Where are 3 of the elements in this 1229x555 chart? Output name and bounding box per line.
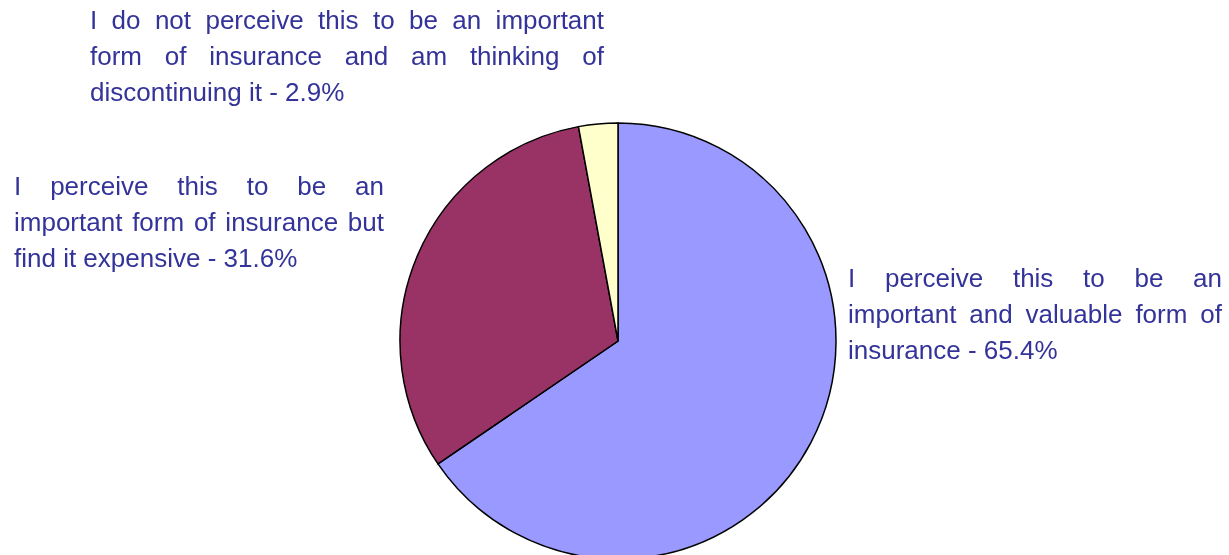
slice-label: I do not perceive this to be an important form of insurance and am thinking of discontinuing it - 2.9% (90, 4, 604, 109)
slice-label: I perceive this to be an important and valuable form of insurance - 65.4% (848, 262, 1222, 367)
slice-label: I perceive this to be an important form of insurance but find it expensive - 31.6% (14, 170, 384, 275)
